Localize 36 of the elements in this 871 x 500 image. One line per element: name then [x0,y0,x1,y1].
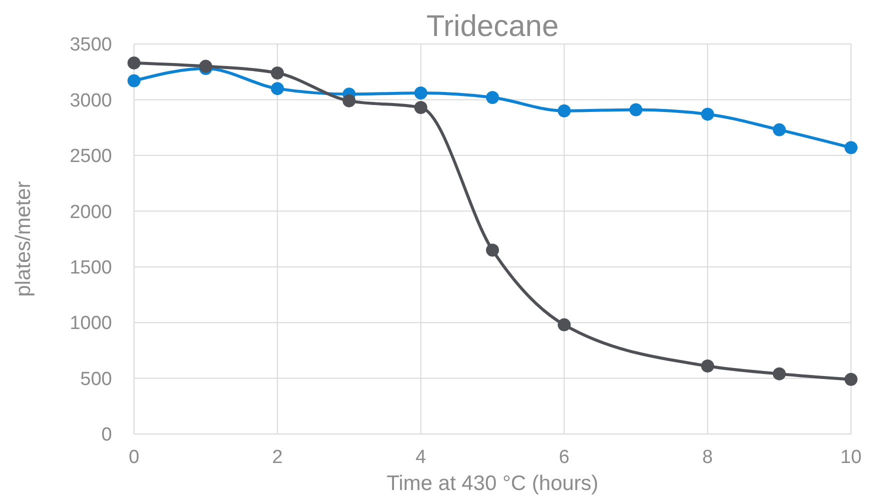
x-tick-label: 2 [272,447,283,468]
point [629,103,642,116]
y-tick-label: 2000 [70,202,112,223]
y-tick-label: 0 [101,424,112,446]
chart-title: Tridecane [426,10,559,43]
point [128,56,140,70]
point [270,82,284,96]
point [772,123,786,136]
point [558,318,571,332]
y-tick-label: 500 [80,368,112,390]
point [558,104,571,118]
point [844,372,858,386]
point [701,360,714,373]
x-axis-title: Time at 430 °C (hours) [386,472,598,495]
point [486,90,499,104]
point [199,60,212,73]
point [844,141,858,154]
point [414,86,428,100]
point [701,108,714,121]
y-axis-title: plates/meter [12,181,35,297]
point [772,367,786,380]
x-tick-label: 6 [558,447,570,468]
y-tick-label: 2500 [70,146,112,168]
x-tick-label: 10 [840,447,862,468]
x-tick-label: 4 [416,447,427,468]
y-tick-label: 1000 [70,313,112,334]
point [486,244,499,257]
point [342,94,356,108]
point [270,66,284,80]
y-tick-label: 3500 [70,34,112,56]
y-tick-label: 3000 [70,90,112,112]
x-tick-label: 8 [702,447,713,468]
point [128,74,140,88]
point [414,101,428,114]
x-tick-label: 0 [128,447,140,468]
y-tick-label: 1500 [70,258,112,279]
